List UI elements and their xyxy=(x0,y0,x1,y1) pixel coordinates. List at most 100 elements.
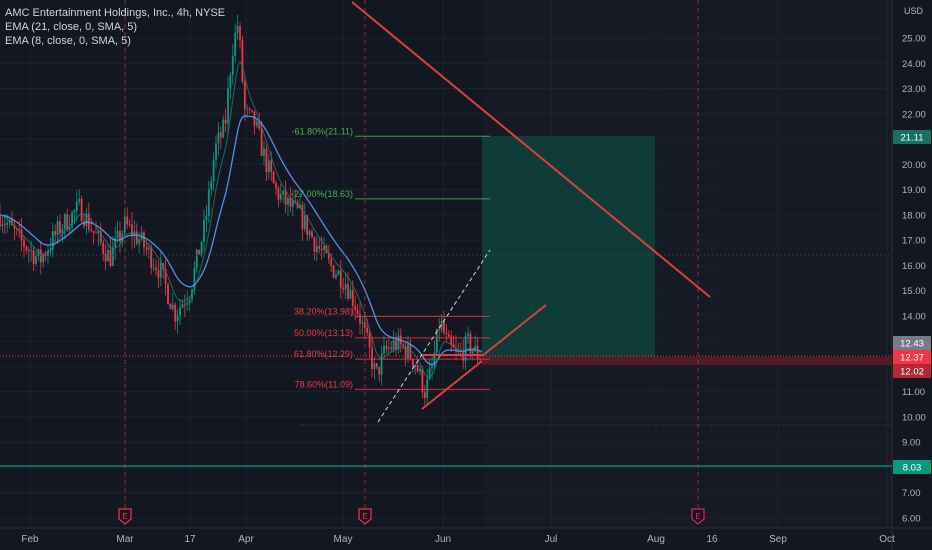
wedge-lower-line[interactable] xyxy=(421,360,483,410)
candle-body xyxy=(419,368,421,372)
price-tick-label: 18.00 xyxy=(902,210,926,221)
legend-symbol-title[interactable]: AMC Entertainment Holdings, Inc., 4h, NY… xyxy=(5,7,226,19)
candle-body xyxy=(445,332,448,335)
candle-body xyxy=(179,307,181,316)
candle-body xyxy=(215,143,217,160)
candle-body xyxy=(426,378,429,398)
candle-body xyxy=(205,215,208,220)
candle-body xyxy=(361,322,364,324)
candle-body xyxy=(107,249,109,262)
candle-body xyxy=(260,128,263,156)
candle-body xyxy=(416,364,419,372)
time-tick-label: 17 xyxy=(184,534,196,545)
candle-body xyxy=(287,197,289,205)
candle-body xyxy=(330,258,333,266)
earnings-icon xyxy=(358,508,372,525)
time-tick-label: Feb xyxy=(21,534,39,545)
candle-body xyxy=(440,320,443,331)
candle-body xyxy=(275,183,277,189)
candle-body xyxy=(263,148,265,156)
candle-body xyxy=(56,221,59,235)
time-axis[interactable]: Feb Mar 17 Apr May Jun Jul Aug 16 Sep Oct xyxy=(21,534,895,545)
time-tick-label: Apr xyxy=(238,534,254,545)
candle-body xyxy=(253,111,256,126)
candle-body xyxy=(116,230,119,238)
candle-body xyxy=(219,132,222,138)
candle-body xyxy=(23,239,25,248)
candle-body xyxy=(231,55,234,75)
legend-ema-8[interactable]: EMA (8, close, 0, SMA, 5) xyxy=(5,35,131,47)
candle-body xyxy=(471,350,474,354)
candle-body xyxy=(44,254,47,257)
candle-body xyxy=(375,363,378,367)
price-axis-bg xyxy=(892,0,932,528)
candle-body xyxy=(181,304,184,308)
candle-body xyxy=(435,328,438,353)
candle-body xyxy=(20,229,23,240)
candle-body xyxy=(152,267,155,269)
candle-body xyxy=(138,239,141,244)
downtrend-line[interactable] xyxy=(351,1,711,298)
candle-body xyxy=(337,270,340,275)
candle-body xyxy=(104,253,107,262)
fib-retracement[interactable]: -61.80%(21.11) -27.00%(18.63) 38.20%(13.98… xyxy=(291,126,490,390)
candle-body xyxy=(210,181,213,190)
candle-body xyxy=(92,230,95,233)
chart-legend: AMC Entertainment Holdings, Inc., 4h, NY… xyxy=(5,6,225,48)
candle-body xyxy=(306,215,309,236)
candle-body xyxy=(390,347,393,350)
candle-body xyxy=(332,265,335,278)
candle-body xyxy=(414,364,417,367)
candle-body xyxy=(277,188,280,200)
earnings-marker[interactable]: E xyxy=(691,508,705,525)
time-tick-label: May xyxy=(334,534,353,545)
time-tick-label: Mar xyxy=(116,534,134,545)
stop-zone[interactable] xyxy=(482,357,892,365)
earnings-marker[interactable]: E xyxy=(358,508,372,525)
candle-body xyxy=(61,228,64,234)
candle-body xyxy=(183,304,186,306)
candle-body xyxy=(467,333,469,336)
price-badge-label: 12.02 xyxy=(900,367,924,378)
candle-body xyxy=(282,190,285,194)
price-badges: 21.11 12.43 12.37 12.02 8.03 xyxy=(893,130,931,474)
candle-body xyxy=(409,344,412,360)
candle-body xyxy=(171,304,174,310)
legend-ema-21[interactable]: EMA (21, close, 0, SMA, 5) xyxy=(5,21,138,33)
dashed-trendline[interactable] xyxy=(377,249,491,423)
candle-body xyxy=(169,303,172,310)
candle-body xyxy=(145,247,148,250)
candle-body xyxy=(1,224,4,227)
candle-body xyxy=(452,344,455,348)
price-tick-label: 7.00 xyxy=(902,488,921,499)
candle-body xyxy=(423,392,426,398)
target-zone[interactable] xyxy=(482,136,655,357)
price-tick-label: 16.00 xyxy=(902,261,926,272)
candle-body xyxy=(109,249,112,266)
candle-body xyxy=(83,221,85,227)
candle-body xyxy=(131,224,133,237)
candle-body xyxy=(167,284,169,304)
candle-body xyxy=(207,189,210,216)
fib-level-label: 61.80%(12.29) xyxy=(294,349,353,359)
candle-body xyxy=(294,200,297,202)
candle-body xyxy=(195,249,198,269)
candle-body xyxy=(447,334,450,337)
price-badge xyxy=(893,130,931,144)
candle-body xyxy=(15,228,18,230)
candle-body xyxy=(25,247,28,251)
candle-body xyxy=(270,160,273,172)
candle-body xyxy=(111,247,114,266)
candle-body xyxy=(186,302,189,305)
candle-body xyxy=(296,201,299,208)
time-tick-label: Oct xyxy=(879,534,895,545)
candle-body xyxy=(121,232,124,242)
wedge-breakout-line[interactable] xyxy=(481,304,547,357)
time-tick-label: Jun xyxy=(435,534,451,545)
time-axis-bg xyxy=(0,528,932,550)
candle-body xyxy=(443,320,445,333)
earnings-marker[interactable]: E xyxy=(118,508,132,525)
candle-body xyxy=(102,242,105,254)
